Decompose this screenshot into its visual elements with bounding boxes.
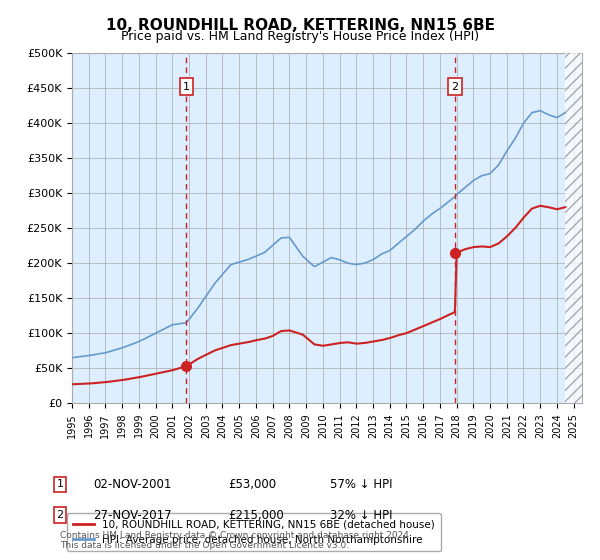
Text: Contains HM Land Registry data © Crown copyright and database right 2024.
This d: Contains HM Land Registry data © Crown c… <box>60 530 412 550</box>
Text: Price paid vs. HM Land Registry's House Price Index (HPI): Price paid vs. HM Land Registry's House … <box>121 30 479 43</box>
Text: 27-NOV-2017: 27-NOV-2017 <box>93 508 172 522</box>
Text: 1: 1 <box>183 82 190 92</box>
Text: 32% ↓ HPI: 32% ↓ HPI <box>330 508 392 522</box>
Legend: 10, ROUNDHILL ROAD, KETTERING, NN15 6BE (detached house), HPI: Average price, de: 10, ROUNDHILL ROAD, KETTERING, NN15 6BE … <box>67 514 442 551</box>
Text: 1: 1 <box>56 479 64 489</box>
Text: £215,000: £215,000 <box>228 508 284 522</box>
Text: 57% ↓ HPI: 57% ↓ HPI <box>330 478 392 491</box>
Text: 10, ROUNDHILL ROAD, KETTERING, NN15 6BE: 10, ROUNDHILL ROAD, KETTERING, NN15 6BE <box>106 18 494 33</box>
Text: 2: 2 <box>56 510 64 520</box>
Text: £53,000: £53,000 <box>228 478 276 491</box>
Text: 2: 2 <box>451 82 458 92</box>
Text: 02-NOV-2001: 02-NOV-2001 <box>93 478 172 491</box>
